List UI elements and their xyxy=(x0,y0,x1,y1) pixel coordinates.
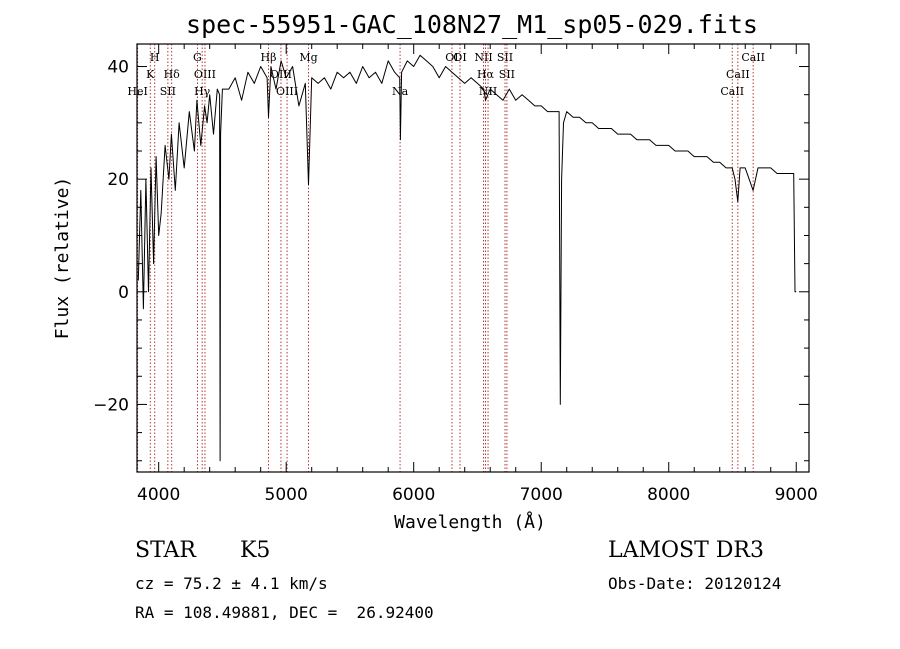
x-axis-label: Wavelength (Å) xyxy=(394,511,546,533)
x-tick-label: 4000 xyxy=(137,485,180,505)
x-tick-label: 6000 xyxy=(392,485,435,505)
line-label: K xyxy=(146,68,155,81)
line-label: SII xyxy=(160,85,176,98)
line-label: CaII xyxy=(720,85,744,98)
x-tick-label: 9000 xyxy=(775,485,818,505)
plot-frame xyxy=(136,43,810,473)
chart-title: spec-55951-GAC_108N27_M1_sp05-029.fits xyxy=(186,10,758,39)
line-label: CaII xyxy=(726,68,750,81)
line-label: OIII xyxy=(194,68,216,81)
y-tick-label: −20 xyxy=(93,395,129,415)
axis-ticks: 4000 5000 6000 7000 8000 9000 −20 0 20 40 xyxy=(93,44,818,505)
ra-dec: RA = 108.49881, DEC = 26.92400 xyxy=(135,603,434,622)
survey-name: LAMOST DR3 xyxy=(608,538,764,563)
line-label: H xyxy=(150,51,160,64)
redshift-cz: cz = 75.2 ± 4.1 km/s xyxy=(135,574,328,593)
line-label: Hδ xyxy=(164,68,181,81)
line-label: OI xyxy=(445,51,458,64)
x-tick-label: 7000 xyxy=(520,485,563,505)
object-subclass: K5 xyxy=(240,538,271,563)
y-axis-label: Flux (relative) xyxy=(52,177,73,340)
y-tick-label: 20 xyxy=(107,170,129,190)
line-label: Mg xyxy=(299,51,317,64)
line-label: HeI xyxy=(127,85,147,98)
line-label: G xyxy=(193,51,202,64)
line-label: CaII xyxy=(741,51,765,64)
line-label: Hγ xyxy=(194,85,211,98)
line-label: SII xyxy=(499,68,515,81)
x-tick-label: 8000 xyxy=(647,485,690,505)
line-label: NII xyxy=(474,51,492,64)
line-label: Hα xyxy=(477,68,495,81)
line-label: SII xyxy=(497,51,513,64)
obs-date: Obs-Date: 20120124 xyxy=(608,574,782,593)
line-label: OI xyxy=(453,51,466,64)
spectrum-line xyxy=(137,54,797,462)
line-label: OIII xyxy=(276,85,298,98)
x-tick-label: 5000 xyxy=(265,485,308,505)
line-label: Hβ xyxy=(260,51,276,64)
object-class: STAR xyxy=(135,538,196,563)
spectrum-series xyxy=(137,54,797,462)
y-tick-label: 0 xyxy=(118,283,129,303)
y-tick-label: 40 xyxy=(107,58,129,78)
